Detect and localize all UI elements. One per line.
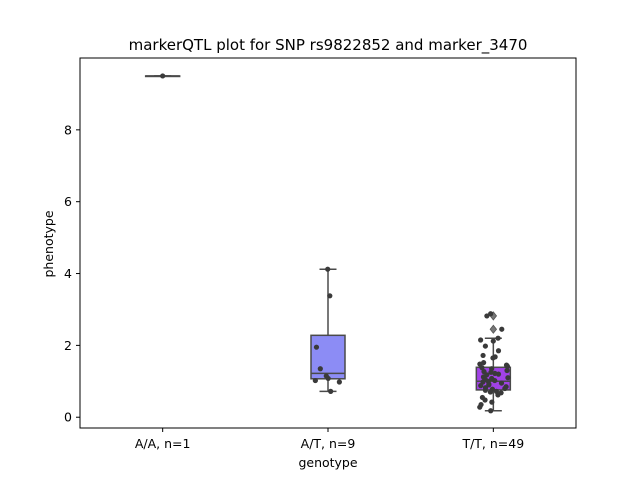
data-point [312,377,318,384]
data-point [490,338,496,344]
x-tick-label: T/T, n=49 [461,436,524,451]
data-point [490,355,496,361]
y-tick-label: 2 [64,338,72,353]
data-point [484,313,490,319]
y-tick-label: 8 [64,122,72,137]
x-tick-label: A/A, n=1 [135,436,191,451]
data-point [499,326,505,332]
data-point [478,337,484,343]
data-point [495,335,501,341]
data-point [495,371,502,377]
y-tick-label: 0 [64,410,72,425]
data-point [480,352,486,359]
y-axis-label: phenotype [41,210,56,277]
x-tick-label: A/T, n=9 [301,436,356,451]
data-point [504,363,511,369]
data-point [502,385,508,392]
plot-area [144,73,512,414]
y-tick-label: 4 [64,266,72,281]
data-point [325,375,331,382]
box-group [144,73,181,79]
data-point [327,293,333,299]
data-point [160,73,166,79]
data-point [482,397,488,403]
data-point [495,392,501,398]
chart-title: markerQTL plot for SNP rs9822852 and mar… [129,36,528,55]
data-point [325,266,331,272]
data-point [488,311,494,317]
data-point [479,365,485,371]
x-axis-label: genotype [298,455,357,470]
y-tick-label: 6 [64,194,72,209]
data-point [482,343,488,349]
y-axis: 0 2 4 6 8 [64,122,80,425]
data-point [477,404,483,410]
data-point [313,344,320,350]
data-point [505,375,511,381]
data-point [478,383,484,389]
data-point [492,377,498,384]
data-point [482,387,489,393]
data-point [317,366,323,372]
data-point [336,379,342,385]
box-iqr [310,334,346,380]
outlier-marker [489,324,498,334]
data-point [487,389,493,395]
box-group [310,266,346,394]
data-point [498,380,505,386]
data-point [504,367,510,374]
data-point [328,388,334,394]
data-point [489,399,495,405]
data-point [488,369,494,375]
data-point [488,408,494,414]
data-point [495,348,502,354]
box-group [475,311,512,414]
x-axis: A/A, n=1 A/T, n=9 T/T, n=49 [135,428,524,451]
